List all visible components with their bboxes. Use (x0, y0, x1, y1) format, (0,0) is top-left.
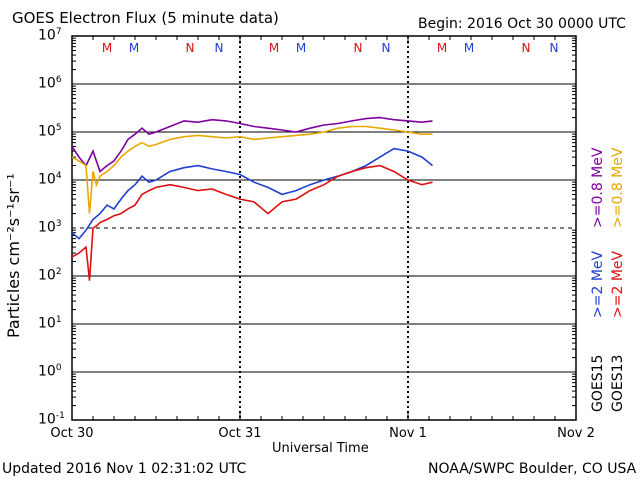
marker-label: N (354, 41, 363, 55)
marker-label: M (129, 41, 139, 55)
legend-goes15-2mev: >=2 MeV (590, 250, 606, 318)
updated-label: Updated 2016 Nov 1 02:31:02 UTC (2, 461, 247, 477)
series-line-1 (71, 125, 433, 214)
x-tick-label: Oct 30 (50, 426, 94, 441)
legend-goes13-2mev: >=2 MeV (610, 250, 626, 318)
series-line-3 (71, 164, 433, 281)
begin-label: Begin: 2016 Oct 30 0000 UTC (418, 16, 626, 32)
x-tick-label: Nov 1 (389, 426, 427, 441)
y-tick-label: 100 (38, 363, 62, 380)
marker-label: M (102, 41, 112, 55)
marker-label: N (550, 41, 559, 55)
marker-label: M (296, 41, 306, 55)
x-tick-label: Nov 2 (557, 426, 595, 441)
series-line-0 (71, 116, 433, 173)
y-tick-label: 105 (38, 123, 62, 140)
y-tick-label: 101 (38, 315, 62, 332)
y-tick-label: 107 (38, 27, 62, 44)
marker-label: M (437, 41, 447, 55)
y-tick-label: 10-1 (38, 411, 65, 428)
series-line-2 (71, 147, 434, 240)
marker-label: N (522, 41, 531, 55)
marker-label: N (186, 41, 195, 55)
marker-label: M (464, 41, 474, 55)
legend-goes15-08mev: >=0.8 MeV (590, 147, 606, 228)
legend-goes13-08mev: >=0.8 MeV (610, 147, 626, 228)
legend-goes13: GOES13 (610, 354, 626, 412)
marker-label: M (269, 41, 279, 55)
credit-label: NOAA/SWPC Boulder, CO USA (428, 461, 637, 477)
y-tick-label: 103 (38, 219, 62, 236)
y-tick-label: 104 (38, 171, 62, 188)
legend-goes15: GOES15 (590, 354, 606, 412)
x-tick-label: Oct 31 (218, 426, 262, 441)
x-axis-label: Universal Time (272, 441, 369, 456)
y-tick-label: 106 (38, 75, 62, 92)
grid-layer (71, 35, 577, 421)
y-tick-label: 102 (38, 267, 62, 284)
y-axis-label: Particles cm⁻²s⁻¹sr⁻¹ (4, 173, 23, 338)
series-layer (71, 116, 434, 281)
marker-label: N (215, 41, 224, 55)
marker-label: N (382, 41, 391, 55)
chart-title: GOES Electron Flux (5 minute data) (12, 9, 279, 27)
